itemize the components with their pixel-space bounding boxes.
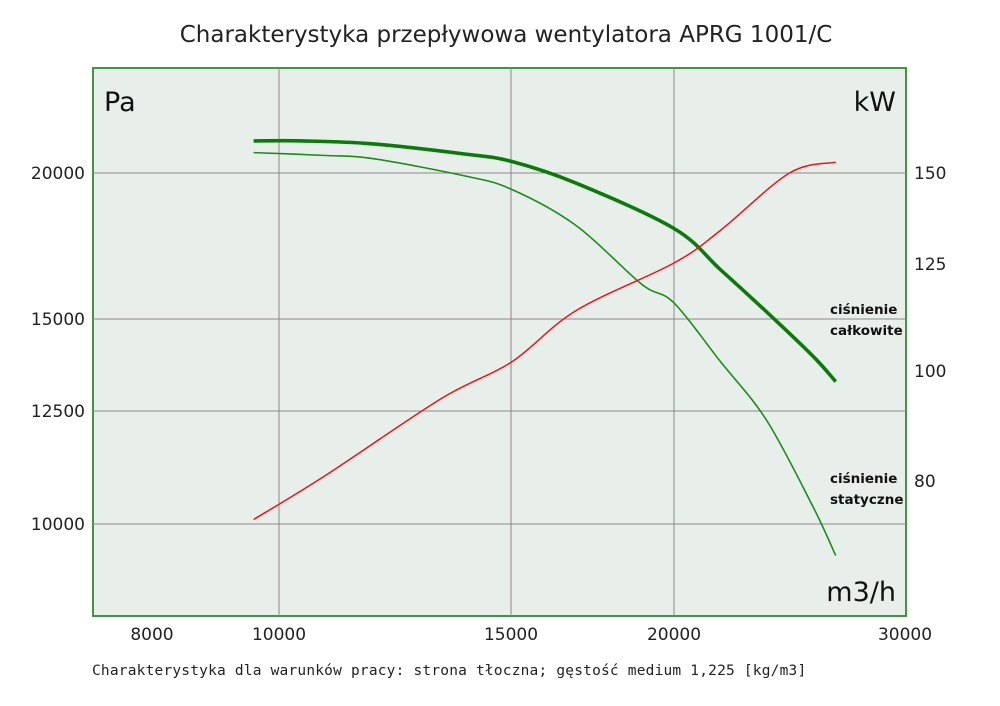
curves	[253, 138, 838, 556]
left-axis-unit: Pa	[104, 87, 136, 118]
total-pressure-label-line2: całkowite	[830, 323, 903, 339]
total-pressure-label-line1: ciśnienie	[830, 302, 897, 318]
y-left-tick-label: 10000	[31, 515, 85, 535]
right-axis-unit: kW	[854, 87, 896, 118]
static-pressure-line	[253, 151, 837, 556]
y-right-tick-label: 150	[914, 164, 946, 184]
power-line	[253, 161, 836, 521]
y-right-tick-label: 100	[914, 362, 946, 382]
x-axis-unit: m3/h	[826, 577, 896, 608]
grid	[93, 68, 906, 616]
chart-title: Charakterystyka przepływowa wentylatora …	[180, 22, 833, 48]
x-tick-label: 20000	[647, 625, 701, 645]
y-right-tick-label: 125	[914, 255, 946, 275]
total-pressure-line	[253, 138, 838, 383]
y-left-tick-label: 12500	[31, 402, 85, 422]
y-left-tick-label: 15000	[31, 310, 85, 330]
chart-caption: Charakterystyka dla warunków pracy: stro…	[92, 663, 806, 679]
y-right-tick-label: 80	[914, 472, 936, 492]
x-tick-label: 30000	[878, 625, 932, 645]
x-tick-label: 10000	[252, 625, 306, 645]
y-left-tick-label: 20000	[31, 164, 85, 184]
plot-area	[92, 67, 907, 617]
static-pressure-label-line1: ciśnienie	[830, 471, 897, 487]
static-pressure-label-line2: statyczne	[830, 492, 903, 508]
x-tick-label: 8000	[130, 625, 173, 645]
x-tick-label: 15000	[484, 625, 538, 645]
